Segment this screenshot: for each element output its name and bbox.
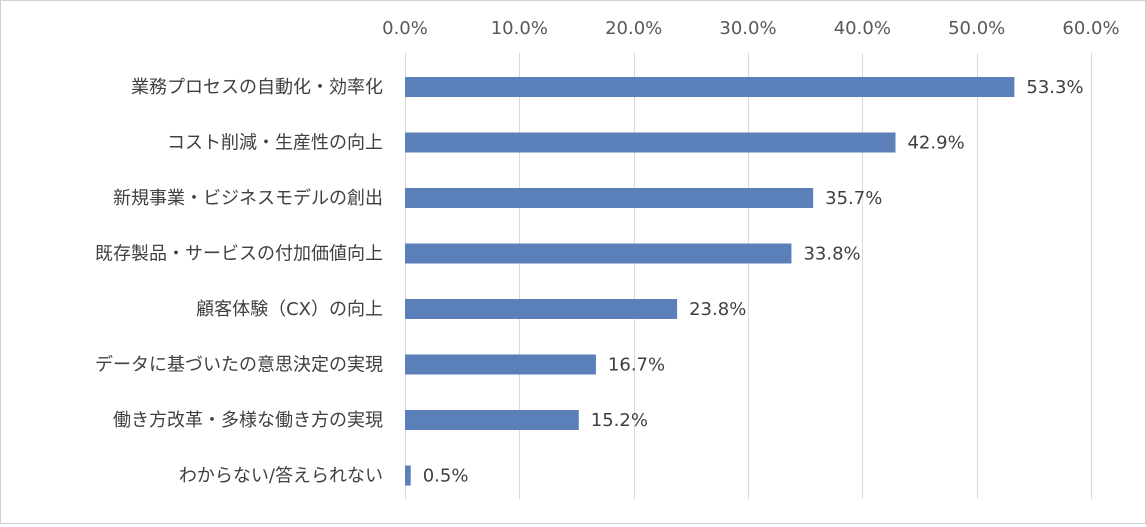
bar-1 [405,132,896,153]
data-label: 33.8% [803,244,860,265]
bar-3 [405,243,792,264]
data-label: 16.7% [608,355,665,376]
data-label: 35.7% [825,188,882,209]
category-labels: 業務プロセスの自動化・効率化コスト削減・生産性の向上新規事業・ビジネスモデルの創… [95,77,383,487]
data-label: 42.9% [907,133,964,154]
data-label: 23.8% [689,299,746,320]
x-tick-label: 10.0% [491,18,548,39]
category-label: データに基づいたの意思決定の実現 [95,355,383,376]
bar-4 [405,299,678,319]
category-label: 新規事業・ビジネスモデルの創出 [113,188,383,209]
bars [405,77,1015,486]
x-tick-label: 40.0% [834,18,891,39]
category-label: コスト削減・生産性の向上 [167,133,383,154]
data-label: 53.3% [1026,77,1083,98]
data-label: 15.2% [591,410,648,431]
bar-6 [405,410,579,430]
data-label: 0.5% [423,466,469,487]
data-labels: 53.3% 42.9% 35.7% 33.8% 23.8% 16.7% 15.2% 0.5% [423,77,1084,487]
category-label: 業務プロセスの自動化・効率化 [131,77,383,98]
category-label: 働き方改革・多様な働き方の実現 [113,410,383,431]
bar-2 [405,188,814,208]
bar-0 [405,77,1015,97]
bar-7 [405,465,411,486]
x-tick-label: 0.0% [382,18,428,39]
x-tick-label: 20.0% [605,18,662,39]
category-label: わからない/答えられない [179,466,383,487]
bar-5 [405,354,596,375]
category-label: 顧客体験（CX）の向上 [196,299,383,320]
x-axis-ticks: 0.0% 10.0% 20.0% 30.0% 40.0% 50.0% 60.0% [382,18,1119,39]
category-label: 既存製品・サービスの付加価値向上 [95,244,383,265]
x-tick-label: 30.0% [719,18,776,39]
x-tick-label: 60.0% [1062,18,1119,39]
x-tick-label: 50.0% [948,18,1005,39]
grid-layer [405,53,1092,499]
